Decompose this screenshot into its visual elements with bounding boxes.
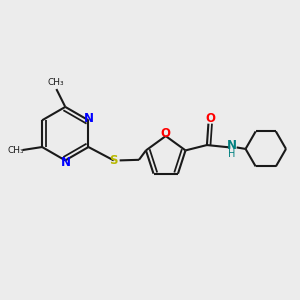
Text: CH₃: CH₃ bbox=[47, 78, 64, 87]
Text: N: N bbox=[226, 139, 237, 152]
Text: CH₃: CH₃ bbox=[7, 146, 24, 154]
Text: N: N bbox=[61, 156, 71, 169]
Text: N: N bbox=[83, 112, 94, 125]
Text: S: S bbox=[110, 154, 118, 167]
Text: O: O bbox=[205, 112, 215, 125]
Text: H: H bbox=[228, 149, 235, 159]
Text: O: O bbox=[161, 128, 171, 140]
